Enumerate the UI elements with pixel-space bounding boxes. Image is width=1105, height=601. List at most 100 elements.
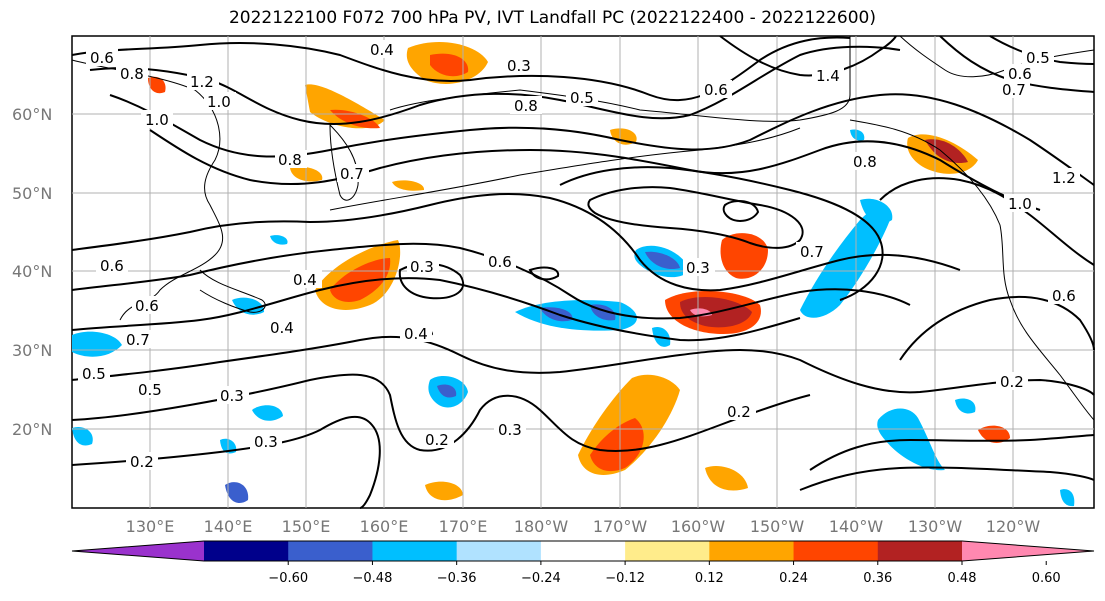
pv-negative-region	[225, 482, 249, 504]
colorbar-swatch	[793, 541, 879, 561]
longitude-labels: 130°E 140°E 150°E 160°E 170°E 180°W 170°…	[126, 517, 1041, 536]
contour-label: 0.6	[90, 49, 114, 67]
pv-negative-region	[645, 251, 680, 270]
contour-label: 0.7	[1002, 81, 1026, 99]
latitude-labels: 60°N 50°N 40°N 30°N 20°N	[12, 105, 52, 439]
contour-label: 0.3	[254, 433, 278, 451]
contour-line	[899, 295, 1095, 361]
contour-label: 0.5	[82, 365, 106, 383]
colorbar-tick-label: −0.48	[353, 571, 393, 586]
lon-label: 120°W	[986, 517, 1041, 536]
pv-positive-region	[590, 418, 644, 472]
contour-label: 0.6	[704, 81, 728, 99]
map-panel: 0.6 0.8 1.2 1.0 1.0 0.4 0.3 0.8 0.5 0.6 …	[71, 35, 1095, 509]
lon-label: 140°E	[204, 517, 253, 536]
contour-line	[71, 193, 961, 292]
contour-line	[149, 129, 1041, 211]
contour-label: 0.6	[488, 253, 512, 271]
contour-label: 0.5	[570, 89, 594, 107]
pv-positive-region	[925, 139, 968, 164]
contour-label: 0.2	[1000, 373, 1024, 391]
coastline-north-america	[849, 119, 1095, 421]
lon-label: 140°W	[829, 517, 884, 536]
lon-label: 130°W	[908, 517, 963, 536]
contour-label: 0.3	[220, 387, 244, 405]
contour-line	[71, 415, 381, 509]
contour-label: 0.3	[507, 57, 531, 75]
contour-label: 0.4	[370, 41, 394, 59]
contour-label: 0.5	[1026, 49, 1050, 67]
colorbar-swatch	[625, 541, 710, 561]
contour-label: 0.8	[514, 97, 538, 115]
colorbar-tick-label: 0.12	[695, 571, 724, 586]
pv-negative-region	[72, 426, 93, 446]
contour-label: 1.0	[145, 111, 169, 129]
coastline-japan	[199, 269, 266, 313]
lon-label: 160°W	[671, 517, 726, 536]
pv-negative-region	[850, 129, 865, 141]
colorbar-swatch	[288, 541, 373, 561]
colorbar-swatch	[372, 541, 458, 561]
lat-label: 50°N	[12, 184, 52, 203]
contour-label: 0.3	[498, 421, 522, 439]
contour-label: 0.8	[853, 153, 877, 171]
map-title: 2022122100 F072 700 hPa PV, IVT Landfall…	[228, 8, 876, 28]
contour-line	[71, 277, 801, 342]
contour-label: 1.2	[1052, 169, 1076, 187]
contour-line	[722, 199, 760, 222]
lon-label: 170°W	[593, 517, 648, 536]
contour-label: 1.0	[1008, 195, 1032, 213]
colorbar-tick-label: −0.24	[521, 571, 561, 586]
lat-label: 30°N	[12, 341, 52, 360]
pv-negative-region	[1060, 489, 1075, 507]
colorbar-extend-max	[962, 541, 1094, 561]
colorbar-swatch	[877, 541, 963, 561]
colorbar-swatch	[540, 541, 626, 561]
contour-line	[809, 434, 1095, 471]
contour-label: 1.0	[207, 93, 231, 111]
pv-positive-region	[705, 466, 748, 491]
colorbar-tick-label: 0.36	[863, 571, 892, 586]
contour-label: 0.6	[100, 257, 124, 275]
lon-label: 160°E	[360, 517, 409, 536]
colorbar-tick-label: 0.24	[779, 571, 808, 586]
lat-label: 20°N	[12, 420, 52, 439]
pv-positive-region	[978, 425, 1010, 443]
pv-positive-region	[425, 481, 463, 501]
colorbar-tick-label: 0.48	[948, 571, 977, 586]
contour-label: 0.7	[800, 243, 824, 261]
contour-label: 0.8	[120, 65, 144, 83]
lon-label: 170°E	[439, 517, 488, 536]
colorbar-outline	[71, 540, 1095, 562]
contour-label: 0.4	[404, 325, 428, 343]
colorbar-tick-label: 0.60	[1032, 571, 1061, 586]
pv-positive-region	[430, 53, 469, 77]
contour-line	[71, 335, 1095, 396]
contour-label: 0.6	[135, 297, 159, 315]
contour-label: 0.3	[686, 259, 710, 277]
contour-label: 0.6	[1008, 65, 1032, 83]
contour-label: 0.7	[340, 165, 364, 183]
pv-positive-region	[392, 180, 425, 191]
contour-line	[528, 266, 560, 281]
contour-label: 0.2	[727, 403, 751, 421]
lon-label: 150°E	[282, 517, 331, 536]
contour-line	[587, 186, 804, 249]
lat-label: 40°N	[12, 262, 52, 281]
coastline-kamchatka	[329, 123, 359, 201]
contour-line	[71, 36, 851, 102]
coastline-asia	[71, 59, 224, 321]
contour-label: 0.7	[126, 331, 150, 349]
lon-label: 180°W	[514, 517, 569, 536]
pv-negative-region	[270, 235, 288, 245]
contour-label: 0.4	[293, 271, 317, 289]
contour-line	[989, 35, 1095, 65]
lon-label: 130°E	[126, 517, 175, 536]
contour-label: 0.5	[138, 381, 162, 399]
contour-label: 0.4	[270, 319, 294, 337]
contour-line	[559, 166, 884, 301]
colorbar-swatch	[456, 541, 542, 561]
pv-positive-region	[610, 128, 637, 145]
graticule	[72, 36, 1094, 508]
